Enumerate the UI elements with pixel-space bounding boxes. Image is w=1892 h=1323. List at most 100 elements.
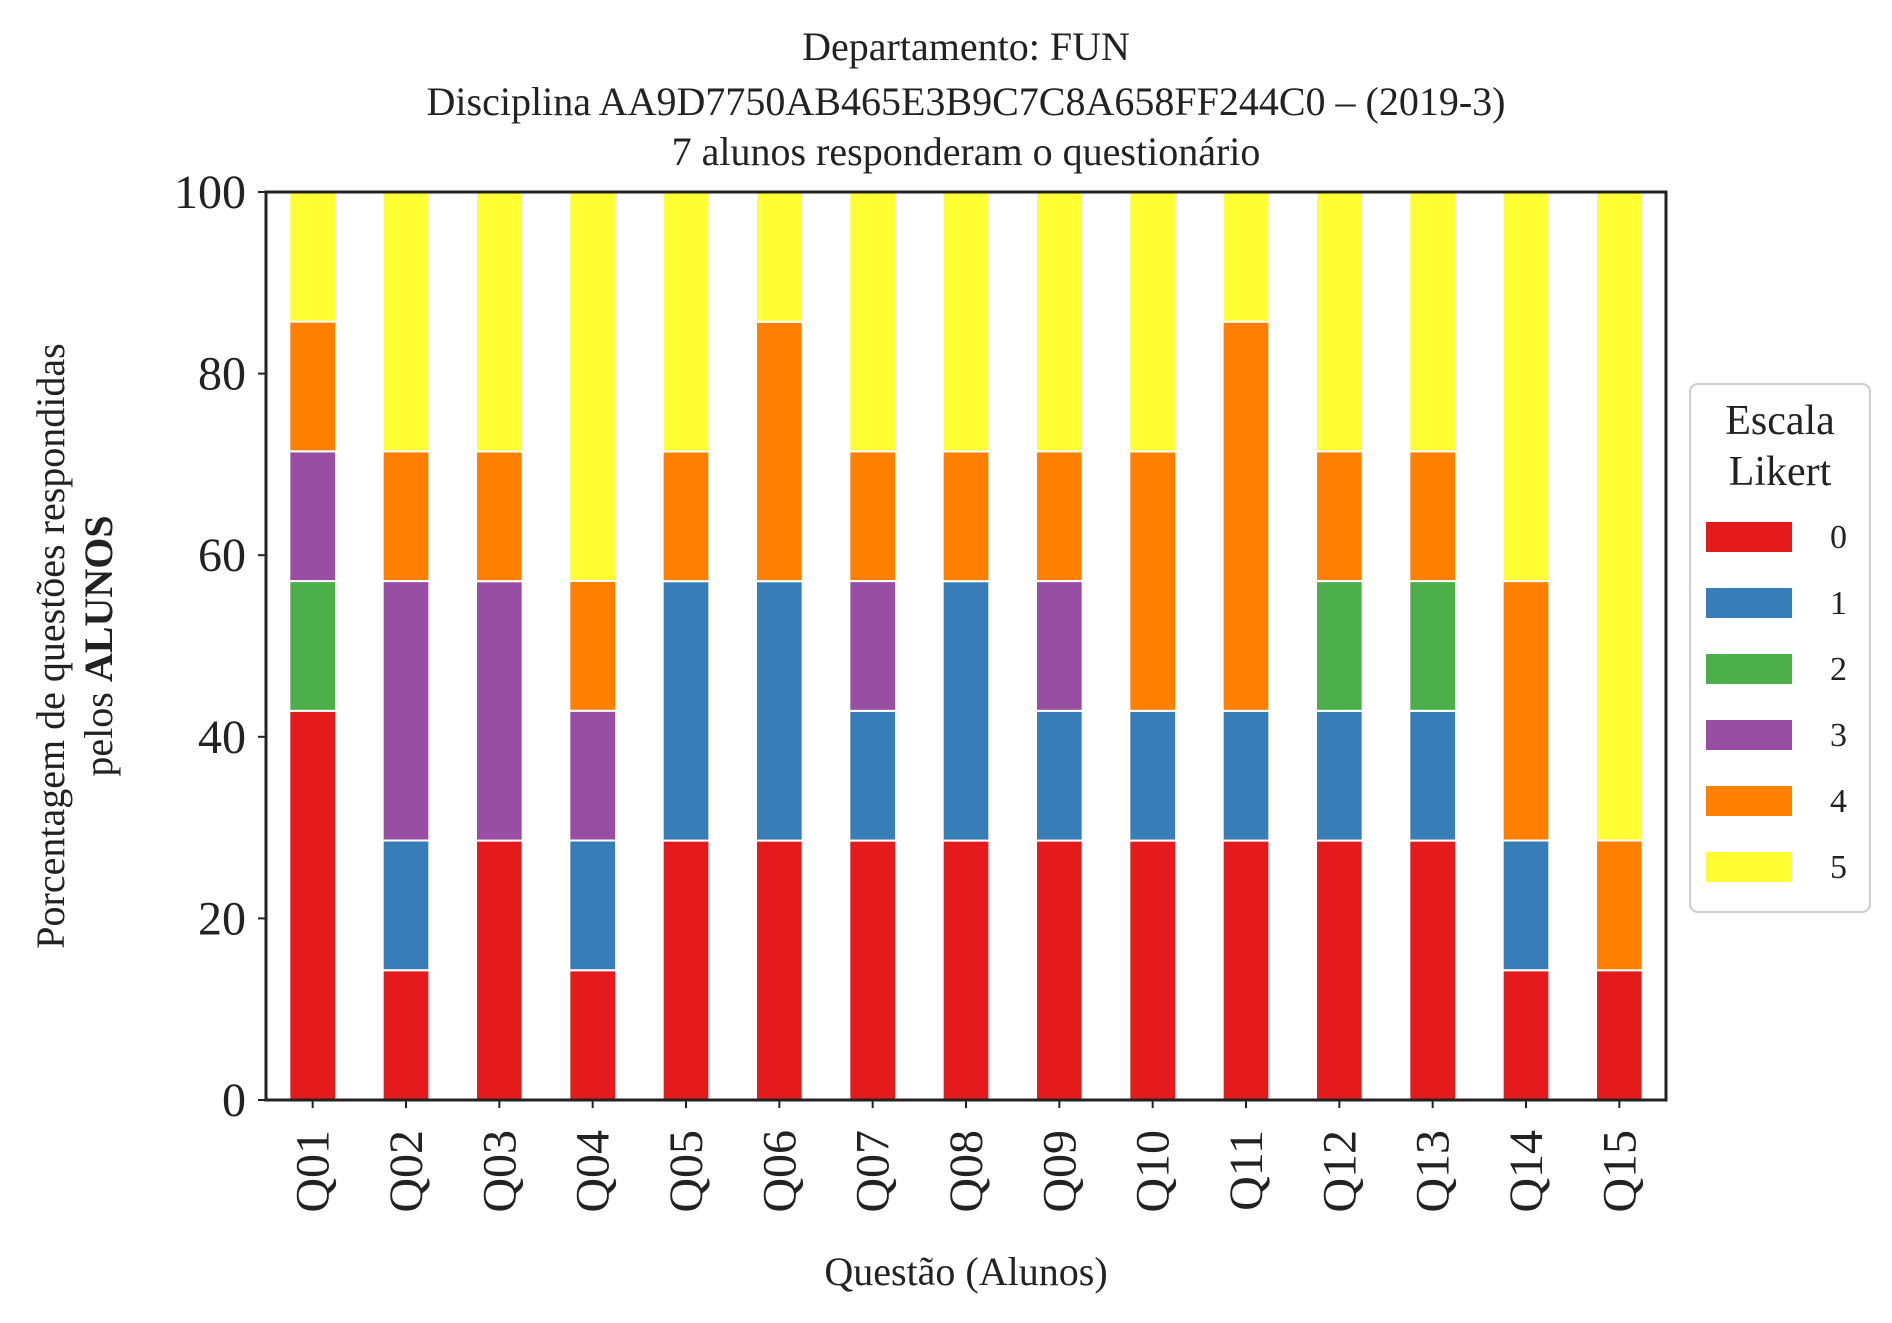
y-axis-label-line-2: pelos ALUNOS	[76, 515, 121, 776]
bar-segment-q12-likert-4	[1315, 450, 1364, 583]
bar-segment-q12-likert-0	[1315, 839, 1364, 1102]
bar-segment-q10-likert-0	[1128, 839, 1177, 1102]
y-tick-label-60: 60	[198, 529, 246, 582]
y-tick-label-0: 0	[222, 1074, 246, 1127]
bar-segment-q14-likert-4	[1501, 580, 1551, 842]
bar-segment-q09-likert-1	[1035, 709, 1084, 842]
x-tick-label-q07: Q07	[847, 1130, 900, 1213]
x-tick-label-q10: Q10	[1127, 1130, 1180, 1213]
bar-segment-q14-likert-5	[1501, 190, 1551, 583]
legend-label-3: 3	[1830, 717, 1847, 754]
bar-segment-q08-likert-1	[941, 580, 991, 842]
bar-segment-q14-likert-1	[1501, 839, 1551, 972]
bar-segment-q01-likert-3	[288, 450, 337, 583]
bar-segment-q03-likert-0	[475, 839, 524, 1102]
bar-segment-q04-likert-4	[568, 579, 618, 712]
bar-segment-q02-likert-5	[381, 190, 431, 453]
bar-segment-q05-likert-0	[661, 839, 711, 1102]
bar-segment-q13-likert-5	[1408, 190, 1457, 453]
bar-segment-q10-likert-5	[1128, 191, 1177, 453]
bar-segment-q13-likert-4	[1408, 450, 1457, 583]
bar-segment-q11-likert-4	[1221, 320, 1271, 712]
bar-segment-q13-likert-1	[1408, 709, 1457, 842]
bar-segment-q08-likert-0	[941, 839, 991, 1102]
bar-segment-q02-likert-1	[381, 839, 431, 972]
legend-label-4: 4	[1830, 783, 1847, 820]
x-tick-label-q06: Q06	[753, 1130, 806, 1213]
bar-segment-q07-likert-1	[848, 709, 898, 842]
legend-label-0: 0	[1830, 519, 1847, 556]
x-tick-label-q05: Q05	[660, 1130, 713, 1213]
bar-segment-q09-likert-0	[1035, 839, 1084, 1102]
bar-segment-q09-likert-4	[1035, 450, 1084, 583]
bar-segment-q07-likert-0	[848, 839, 898, 1102]
bar-segment-q05-likert-1	[661, 580, 711, 842]
legend-swatch-2	[1706, 654, 1792, 684]
bar-segment-q01-likert-0	[288, 709, 337, 1102]
bar-segment-q06-likert-5	[755, 191, 804, 323]
x-tick-label-q09: Q09	[1033, 1130, 1086, 1213]
bar-segment-q13-likert-0	[1408, 839, 1457, 1102]
bar-segment-q12-likert-2	[1315, 580, 1364, 712]
bar-segment-q15-likert-5	[1595, 190, 1644, 842]
x-tick-label-q15: Q15	[1593, 1130, 1646, 1213]
bar-segment-q06-likert-1	[755, 580, 804, 842]
bars	[288, 190, 1644, 1102]
bar-segment-q01-likert-2	[288, 580, 337, 712]
legend-swatch-1	[1706, 588, 1792, 618]
bar-segment-q03-likert-3	[475, 580, 524, 842]
x-tick-label-q14: Q14	[1500, 1130, 1553, 1213]
y-axis-label-bold: ALUNOS	[76, 515, 121, 682]
legend-swatch-0	[1706, 522, 1792, 552]
bar-segment-q09-likert-3	[1035, 580, 1084, 712]
bar-segment-q06-likert-0	[755, 839, 804, 1102]
bar-segment-q04-likert-0	[568, 969, 618, 1101]
x-tick-label-q03: Q03	[473, 1130, 526, 1213]
y-axis-ticks: 0 20 40 60 80 100	[174, 166, 266, 1127]
bar-segment-q01-likert-4	[288, 320, 337, 453]
bar-segment-q10-likert-4	[1128, 450, 1177, 712]
bar-segment-q11-likert-1	[1221, 709, 1271, 842]
bar-segment-q05-likert-5	[661, 191, 711, 453]
bar-segment-q12-likert-5	[1315, 190, 1364, 453]
x-tick-label-q11: Q11	[1220, 1130, 1273, 1211]
x-tick-label-q04: Q04	[567, 1130, 620, 1213]
legend-label-5: 5	[1830, 849, 1847, 886]
x-tick-label-q02: Q02	[380, 1130, 433, 1213]
x-tick-label-q13: Q13	[1407, 1130, 1460, 1213]
bar-segment-q07-likert-5	[848, 190, 898, 453]
bar-segment-q01-likert-5	[288, 190, 337, 323]
bar-segment-q04-likert-5	[568, 190, 618, 582]
bar-segment-q02-likert-3	[381, 580, 431, 842]
legend-label-2: 2	[1830, 651, 1847, 688]
legend-swatch-3	[1706, 720, 1792, 750]
legend-title-line-2: Likert	[1729, 449, 1832, 495]
y-axis-label-line-1: Porcentagem de questões respondidas	[28, 343, 73, 948]
legend: Escala Likert 0 1 2 3 4 5	[1689, 383, 1871, 913]
y-axis-label-prefix: pelos	[76, 682, 121, 776]
title-line-3: 7 alunos responderam o questionário	[672, 129, 1261, 174]
bar-segment-q14-likert-0	[1501, 969, 1551, 1101]
x-axis-label: Questão (Alunos)	[824, 1249, 1107, 1294]
legend-swatch-4	[1706, 786, 1792, 816]
bar-segment-q03-likert-5	[475, 191, 524, 453]
bar-segment-q09-likert-5	[1035, 190, 1084, 453]
bar-segment-q06-likert-4	[755, 320, 804, 583]
bar-segment-q15-likert-4	[1595, 839, 1644, 972]
chart-title: Departamento: FUN Disciplina AA9D7750AB4…	[427, 24, 1506, 174]
legend-title-line-1: Escala	[1725, 398, 1835, 444]
bar-segment-q04-likert-1	[568, 839, 618, 972]
bar-segment-q11-likert-5	[1221, 190, 1271, 323]
bar-segment-q02-likert-4	[381, 450, 431, 583]
x-tick-label-q08: Q08	[940, 1130, 993, 1213]
bar-segment-q13-likert-2	[1408, 580, 1457, 712]
legend-label-1: 1	[1830, 585, 1847, 622]
y-tick-label-40: 40	[198, 711, 246, 764]
bar-segment-q05-likert-4	[661, 450, 711, 583]
legend-frame	[1689, 383, 1871, 913]
y-tick-label-20: 20	[198, 892, 246, 945]
title-line-1: Departamento: FUN	[802, 24, 1130, 69]
bar-segment-q12-likert-1	[1315, 709, 1364, 842]
